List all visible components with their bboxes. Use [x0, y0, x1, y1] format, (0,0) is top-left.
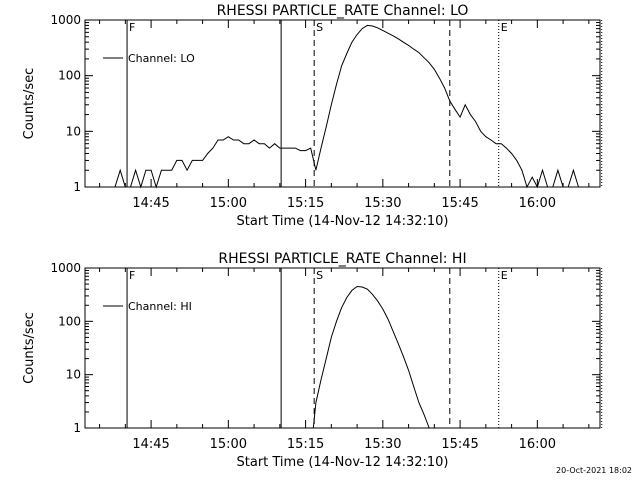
x-axis-label: Start Time (14-Nov-12 14:32:10) — [237, 214, 449, 229]
event-marker-label: S — [316, 269, 323, 282]
chart-panel-2: RHESSI PARTICLE_RATE Channel: HI Start Ti… — [22, 251, 603, 470]
x-tick-label: 15:30 — [364, 196, 401, 211]
event-marker-label: E — [501, 269, 508, 282]
y-tick-label: 10 — [66, 124, 81, 138]
x-tick-label: 16:00 — [519, 196, 556, 211]
footer-timestamp: 20-Oct-2021 18:02 — [556, 466, 632, 475]
event-marker-label: S — [316, 21, 323, 34]
y-tick-label: 1000 — [50, 13, 81, 27]
event-marker-label: F — [129, 269, 135, 282]
x-tick-label: 16:00 — [519, 437, 556, 452]
y-tick-label: 1000 — [50, 261, 81, 275]
y-tick-label: 1 — [73, 180, 81, 194]
chart-panel-1: RHESSI PARTICLE_RATE Channel: LO Start Ti… — [22, 3, 603, 229]
x-tick-label: 15:45 — [441, 196, 478, 211]
y-tick-label: 10 — [66, 368, 81, 382]
y-axis-label: Counts/sec — [22, 68, 37, 140]
chart-title: RHESSI PARTICLE_RATE Channel: LO — [217, 3, 469, 19]
y-axis-label: Counts/sec — [22, 312, 37, 384]
x-axis-label: Start Time (14-Nov-12 14:32:10) — [237, 455, 449, 470]
x-tick-label: 14:45 — [132, 196, 169, 211]
plot-frame — [84, 267, 601, 429]
chart-title: RHESSI PARTICLE_RATE Channel: HI — [218, 251, 466, 267]
x-tick-label: 15:30 — [364, 437, 401, 452]
y-tick-label: 1 — [73, 421, 81, 435]
x-tick-label: 15:00 — [210, 437, 247, 452]
x-tick-label: 15:15 — [287, 437, 324, 452]
legend-label: Channel: LO — [128, 52, 195, 65]
x-tick-label: 15:15 — [287, 196, 324, 211]
event-marker-label: E — [501, 21, 508, 34]
x-tick-label: 15:00 — [210, 196, 247, 211]
x-tick-label: 14:45 — [132, 437, 169, 452]
y-tick-label: 100 — [58, 314, 81, 328]
x-tick-label: 15:45 — [441, 437, 478, 452]
legend-label: Channel: HI — [128, 300, 192, 313]
series-line — [312, 285, 430, 429]
event-marker-label: F — [129, 21, 135, 34]
y-tick-label: 100 — [58, 69, 81, 83]
plot-frame — [84, 19, 601, 188]
series-line — [104, 24, 579, 189]
